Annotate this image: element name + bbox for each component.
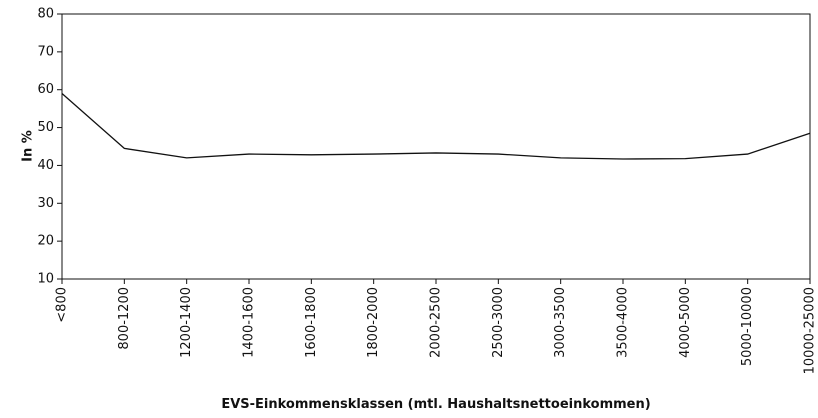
y-tick-label: 30 <box>37 196 54 211</box>
x-tick-label: 800-1200 <box>117 287 132 350</box>
line <box>61 93 811 160</box>
x-tick-label: 2500-3000 <box>491 287 506 358</box>
x-tick-label: <800 <box>55 287 70 323</box>
y-tick-label: 80 <box>37 7 54 22</box>
x-tick-label: 10000-25000 <box>803 287 818 374</box>
y-axis-label: In % <box>21 130 36 162</box>
x-axis-label: EVS-Einkommensklassen (mtl. Haushaltsnet… <box>221 397 650 412</box>
x-tick-label: 1800-2000 <box>366 287 381 358</box>
y-tick-label: 70 <box>37 44 54 59</box>
y-tick-label: 20 <box>37 234 54 249</box>
y-tick-label: 40 <box>37 158 54 173</box>
y-tick-label: 10 <box>37 272 54 287</box>
x-tick-label: 3500-4000 <box>616 287 631 358</box>
x-tick-label: 3000-3500 <box>553 287 568 358</box>
x-tick-label: 5000-10000 <box>740 287 755 366</box>
x-tick-label: 2000-2500 <box>429 287 444 358</box>
x-tick-label: 1400-1600 <box>242 287 257 358</box>
y-tick-label: 60 <box>37 82 54 97</box>
x-tick-label: 4000-5000 <box>678 287 693 358</box>
plot-frame <box>61 13 811 280</box>
y-tick-label: 50 <box>37 120 54 135</box>
x-tick-label: 1200-1400 <box>179 287 194 358</box>
x-tick-label: 1600-1800 <box>304 287 319 358</box>
